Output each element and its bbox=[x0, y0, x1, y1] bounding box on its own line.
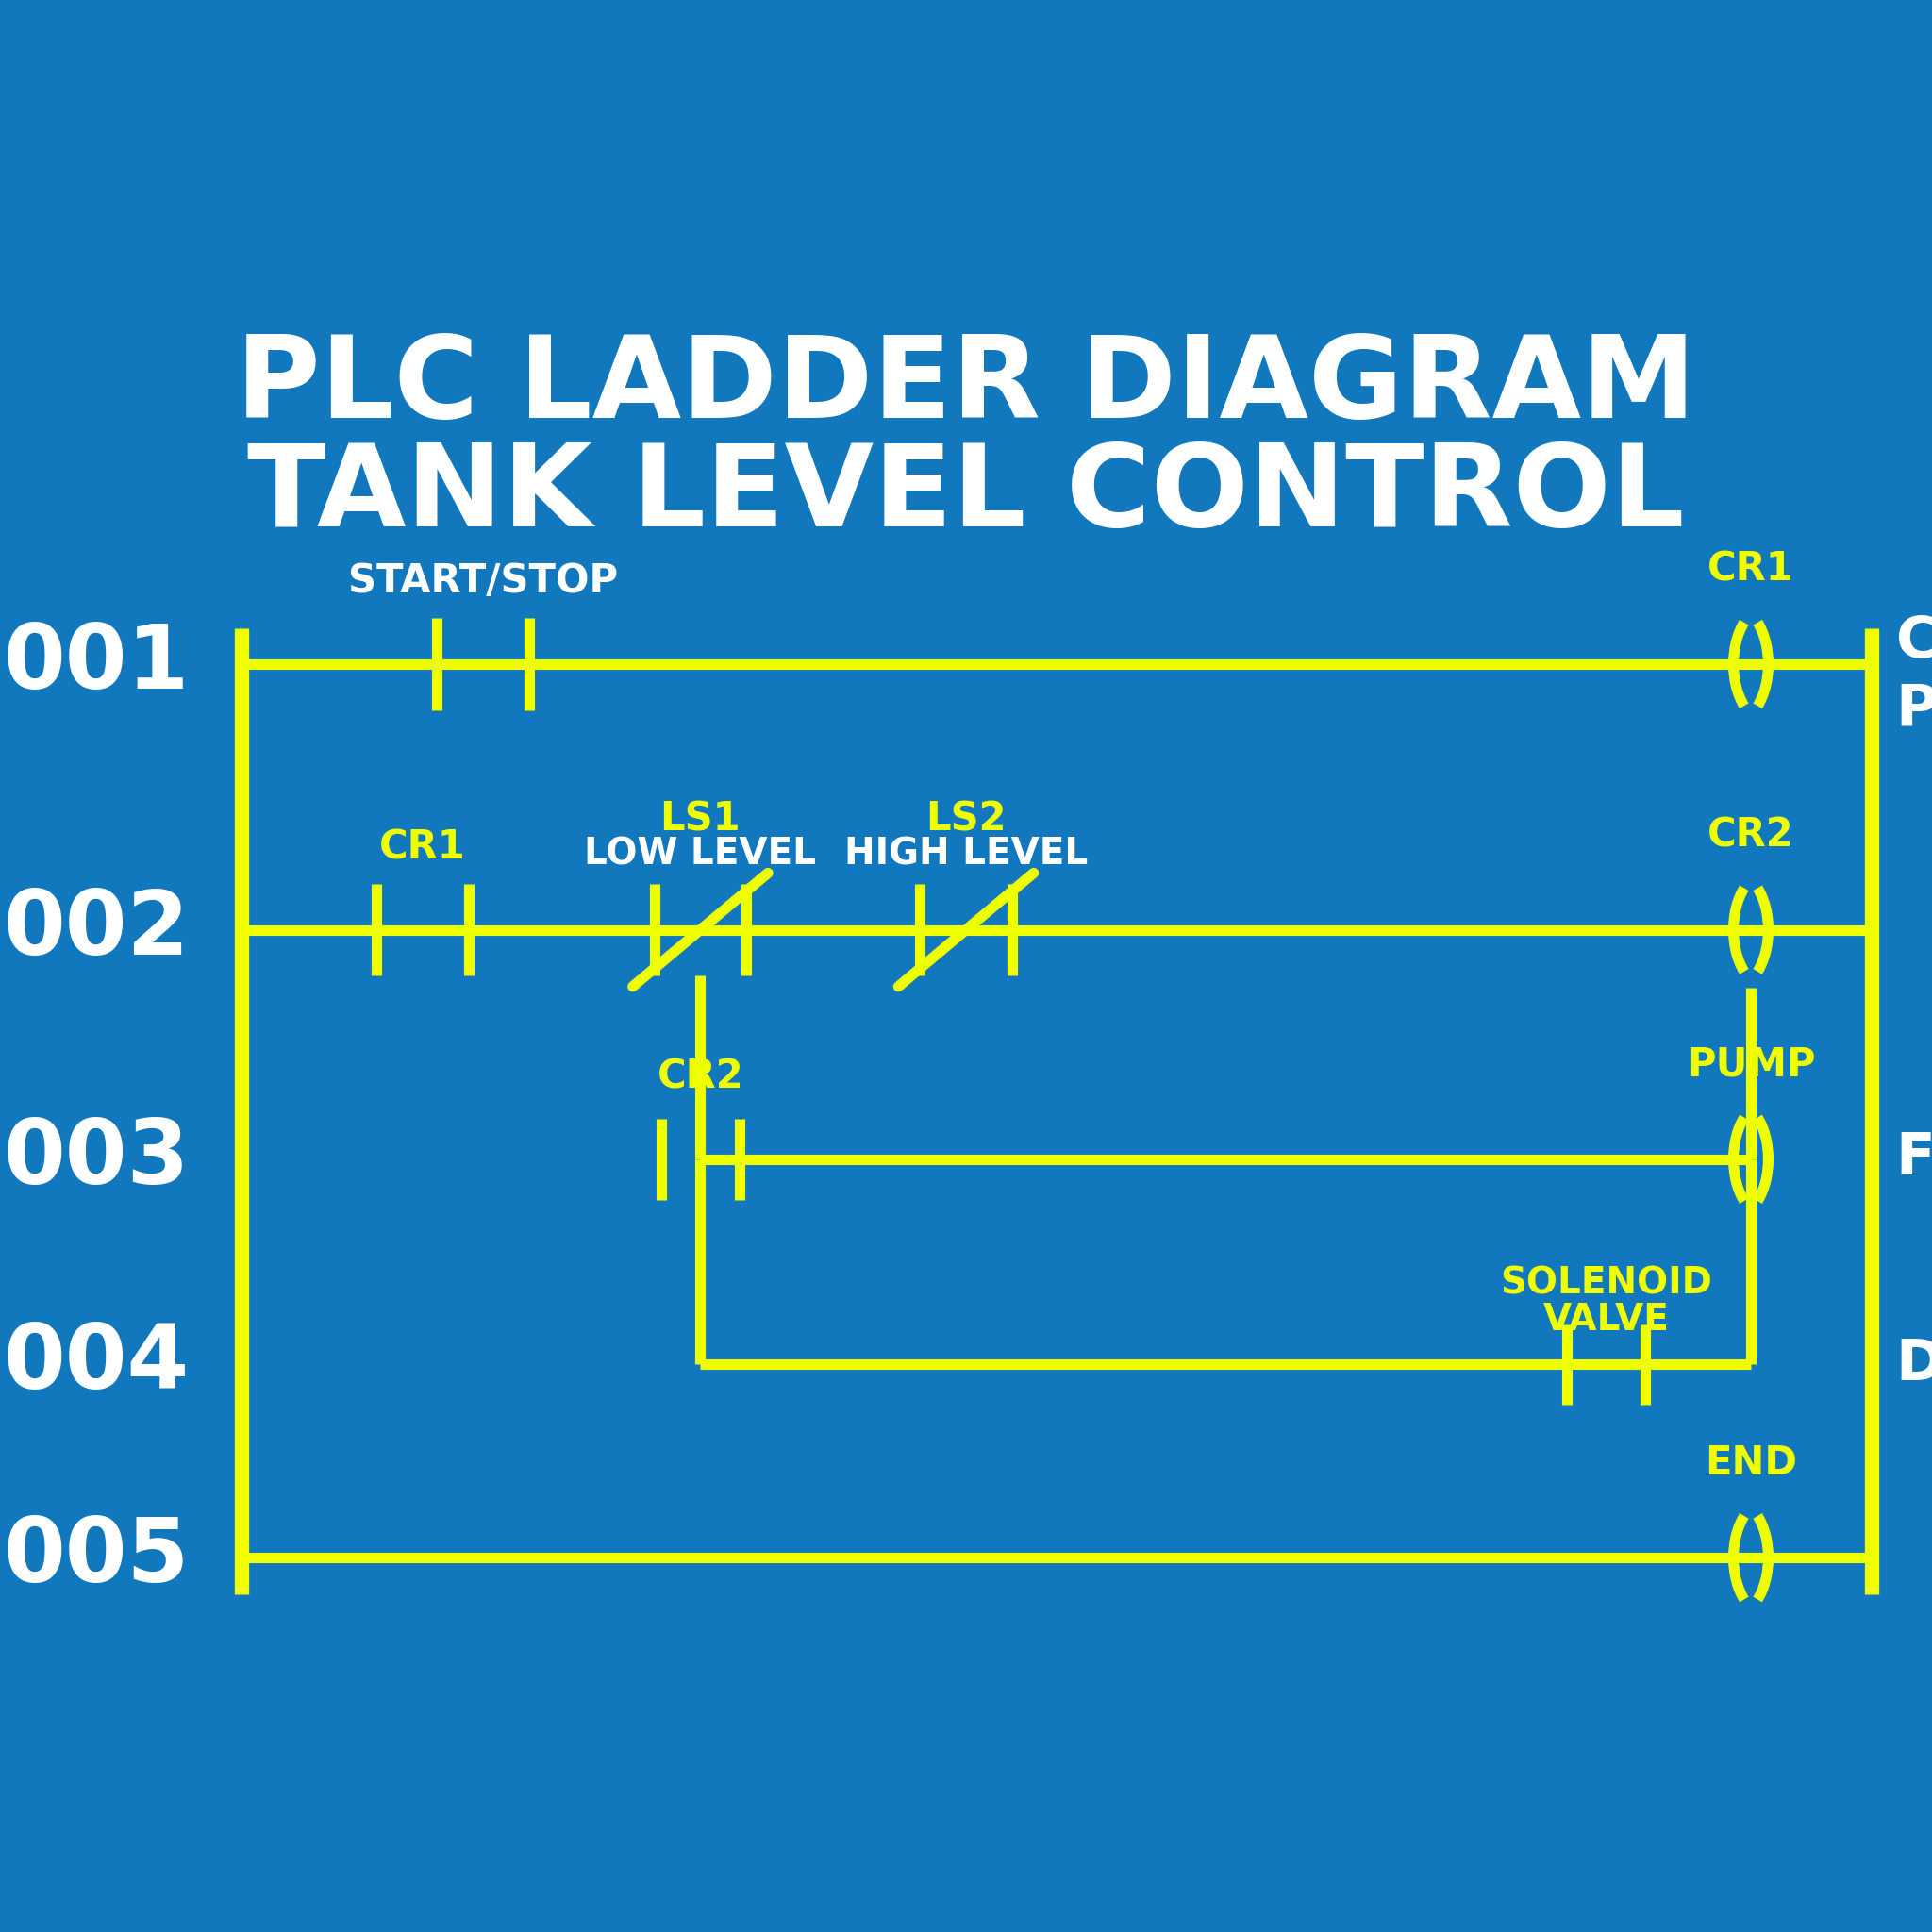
Text: PLC LADDER DIAGRAM: PLC LADDER DIAGRAM bbox=[236, 330, 1696, 442]
Text: 003: 003 bbox=[4, 1117, 189, 1202]
Text: CONTROL: CONTROL bbox=[1895, 614, 1932, 670]
Text: TANK LEVEL CONTROL: TANK LEVEL CONTROL bbox=[247, 440, 1685, 551]
Text: FILL: FILL bbox=[1895, 1132, 1932, 1186]
Text: LOW LEVEL: LOW LEVEL bbox=[583, 837, 817, 871]
Text: HIGH LEVEL: HIGH LEVEL bbox=[844, 837, 1088, 871]
Text: END: END bbox=[1704, 1443, 1797, 1484]
Text: SOLENOID: SOLENOID bbox=[1499, 1265, 1712, 1302]
Text: 005: 005 bbox=[4, 1515, 189, 1602]
Text: CR1: CR1 bbox=[379, 827, 466, 867]
Text: 001: 001 bbox=[4, 620, 189, 707]
Text: PUMP: PUMP bbox=[1687, 1045, 1816, 1084]
Text: CR2: CR2 bbox=[1708, 815, 1795, 854]
Text: 002: 002 bbox=[4, 887, 189, 974]
Text: CR2: CR2 bbox=[657, 1057, 744, 1097]
Text: LS1: LS1 bbox=[661, 800, 740, 838]
Text: 004: 004 bbox=[4, 1321, 189, 1408]
Text: START/STOP: START/STOP bbox=[348, 562, 618, 601]
Text: LS2: LS2 bbox=[925, 800, 1007, 838]
Text: VALVE: VALVE bbox=[1544, 1302, 1669, 1337]
Text: POWER: POWER bbox=[1895, 682, 1932, 738]
Text: CR1: CR1 bbox=[1708, 549, 1795, 589]
Text: DRAIN: DRAIN bbox=[1895, 1337, 1932, 1393]
